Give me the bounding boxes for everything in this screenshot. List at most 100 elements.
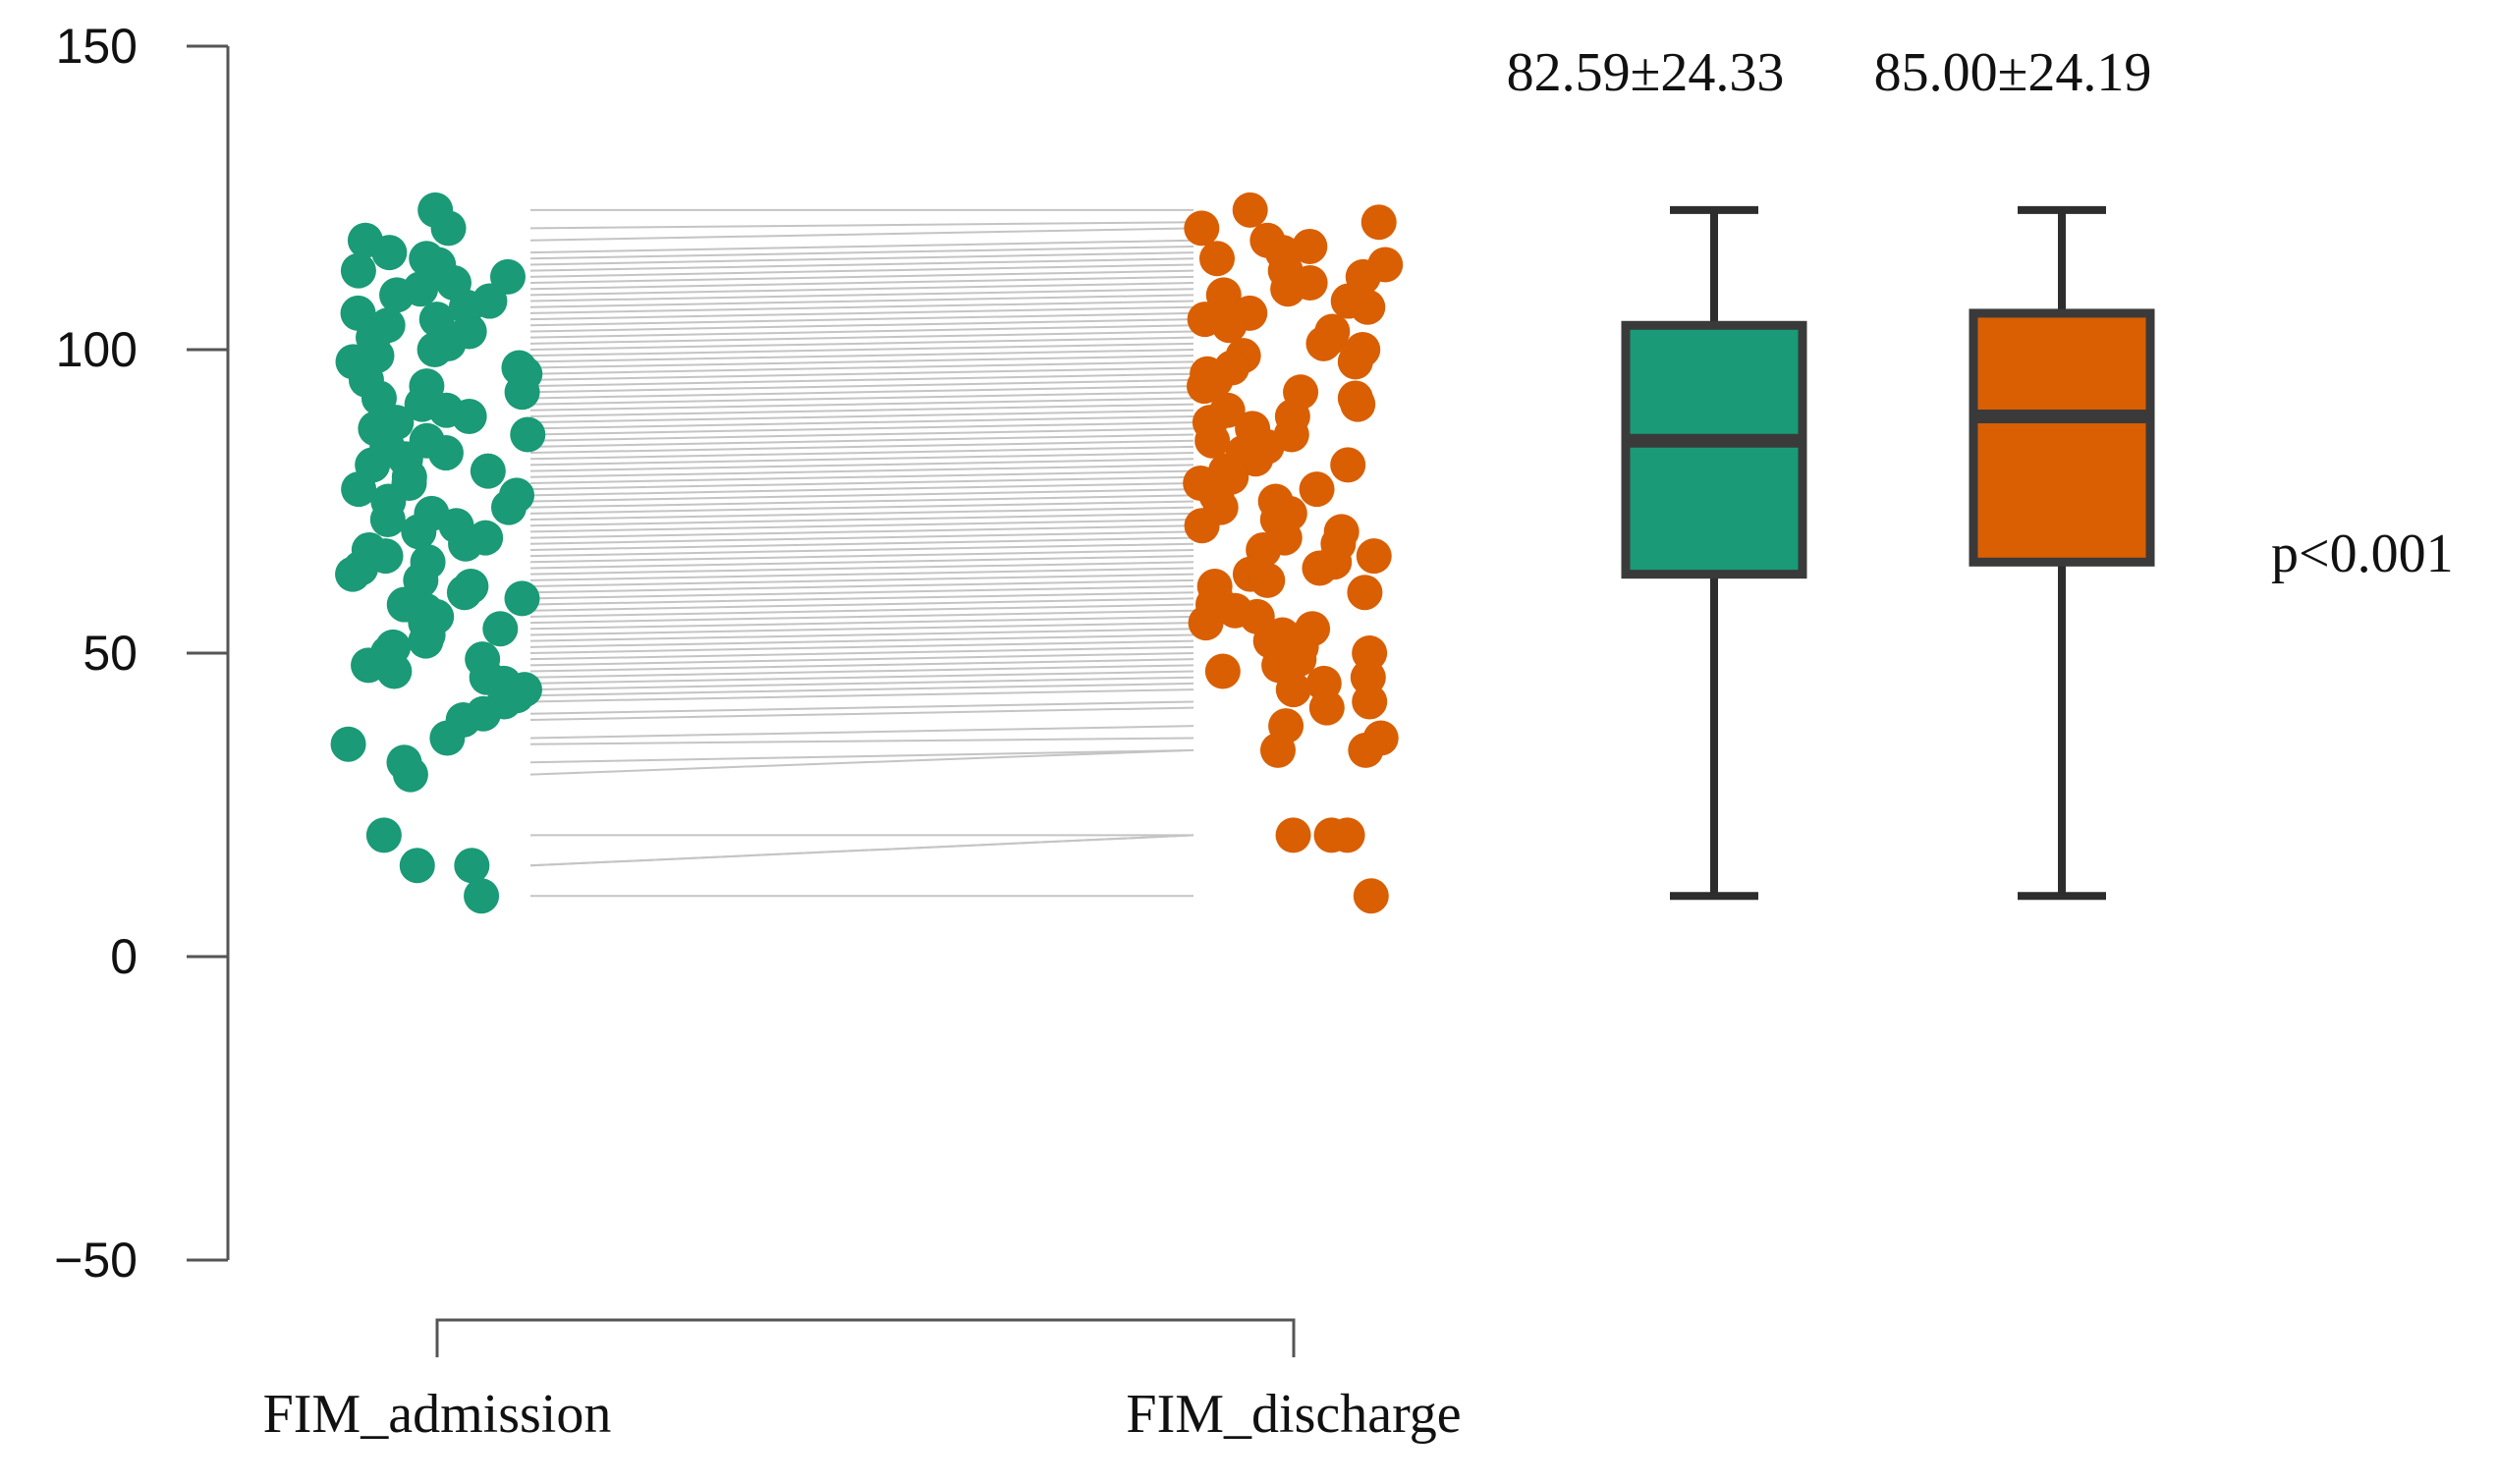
- pair-line: [529, 524, 1194, 539]
- admission-point: [446, 575, 482, 611]
- pair-line: [529, 542, 1194, 558]
- pair-line: [529, 706, 1194, 721]
- discharge-point: [1270, 271, 1306, 307]
- x-category-label: FIM_admission: [263, 1384, 612, 1445]
- pair-line: [529, 639, 1194, 654]
- p-value-label: p<0.001: [2271, 523, 2454, 584]
- pair-line: [529, 633, 1194, 648]
- discharge-point: [1232, 192, 1268, 228]
- admission-point: [470, 453, 506, 489]
- pair-line: [529, 403, 1194, 417]
- pair-line: [529, 227, 1194, 242]
- pair-line: [529, 530, 1194, 545]
- pair-line: [529, 311, 1194, 327]
- discharge-point: [1211, 307, 1248, 344]
- pair-line: [529, 561, 1194, 576]
- y-axis: −50 0 50 100 150: [54, 19, 230, 1288]
- pair-line: [529, 366, 1194, 381]
- discharge-point: [1198, 241, 1235, 277]
- pair-line: [529, 555, 1194, 570]
- pair-line: [529, 609, 1194, 625]
- admission-point: [335, 556, 371, 592]
- y-tick-label: −50: [54, 1233, 138, 1288]
- discharge-point: [1348, 732, 1384, 768]
- pair-line: [529, 414, 1194, 430]
- admission-point: [392, 756, 428, 793]
- pair-line: [529, 700, 1194, 715]
- mean-sd-label: 82.59±24.33: [1507, 42, 1785, 103]
- pair-line: [529, 336, 1194, 351]
- pair-line: [529, 506, 1194, 522]
- pair-line: [529, 567, 1194, 581]
- discharge-point: [1350, 289, 1386, 325]
- pair-line: [529, 397, 1194, 412]
- pair-line: [529, 349, 1194, 363]
- boxplots: [1621, 205, 2155, 901]
- discharge-point: [1292, 228, 1328, 264]
- pair-line: [529, 433, 1194, 448]
- pair-line: [529, 670, 1194, 685]
- pair-line: [529, 251, 1194, 266]
- discharge-point: [1337, 344, 1373, 380]
- discharge-point: [1299, 471, 1335, 508]
- pair-line: [529, 615, 1194, 631]
- admission-point: [330, 726, 366, 762]
- pair-line: [529, 294, 1194, 308]
- pair-line: [529, 452, 1194, 467]
- discharge-point: [1259, 732, 1296, 768]
- pair-line: [529, 245, 1194, 260]
- discharge-point: [1275, 817, 1311, 853]
- box-iqr: [1621, 320, 1807, 579]
- discharge-point: [1249, 562, 1286, 598]
- pair-line: [529, 834, 1194, 867]
- pair-line: [529, 645, 1194, 661]
- y-tick-label: 50: [83, 626, 138, 681]
- pair-line: [529, 536, 1194, 551]
- pair-line: [529, 622, 1194, 636]
- discharge-point: [1352, 684, 1388, 720]
- admission-point: [489, 258, 526, 295]
- pair-line: [529, 300, 1194, 314]
- pair-line: [529, 385, 1194, 400]
- pair-line: [529, 469, 1194, 484]
- pair-line: [529, 342, 1194, 357]
- pair-line: [529, 585, 1194, 600]
- admission-point: [340, 252, 376, 289]
- pair-line: [529, 372, 1194, 388]
- pair-line: [529, 282, 1194, 297]
- admission-point: [376, 653, 413, 689]
- admission-point: [504, 374, 540, 411]
- pair-line: [529, 288, 1194, 302]
- pair-line: [529, 676, 1194, 691]
- pair-line: [529, 330, 1194, 345]
- pair-line: [529, 421, 1194, 436]
- x-category-label: FIM_discharge: [1126, 1384, 1461, 1445]
- box-iqr: [1969, 308, 2155, 567]
- admission-point: [482, 611, 519, 647]
- pair-line: [529, 725, 1194, 740]
- chart-labels: FIM_admission FIM_discharge 82.59±24.33 85.…: [263, 42, 2454, 1445]
- mean-sd-label: 85.00±24.19: [1874, 42, 2152, 103]
- discharge-point: [1184, 508, 1220, 544]
- pair-line: [529, 427, 1194, 442]
- paired-lines: [529, 208, 1194, 898]
- discharge-point: [1186, 368, 1222, 405]
- pair-line: [529, 603, 1194, 618]
- admission-point: [464, 878, 500, 914]
- admission-point: [416, 332, 453, 367]
- pair-line: [529, 591, 1194, 606]
- discharge-point: [1188, 605, 1224, 641]
- pair-line: [529, 458, 1194, 472]
- admission-point: [408, 623, 444, 659]
- pair-line: [529, 409, 1194, 424]
- pair-line: [529, 494, 1194, 509]
- pair-line: [529, 239, 1194, 254]
- discharge-point: [1308, 689, 1345, 726]
- admission-point: [429, 720, 466, 756]
- discharge-point: [1205, 277, 1242, 313]
- pair-line: [529, 737, 1194, 745]
- admission-point: [454, 848, 490, 884]
- pair-line: [529, 548, 1194, 564]
- pair-line: [529, 597, 1194, 612]
